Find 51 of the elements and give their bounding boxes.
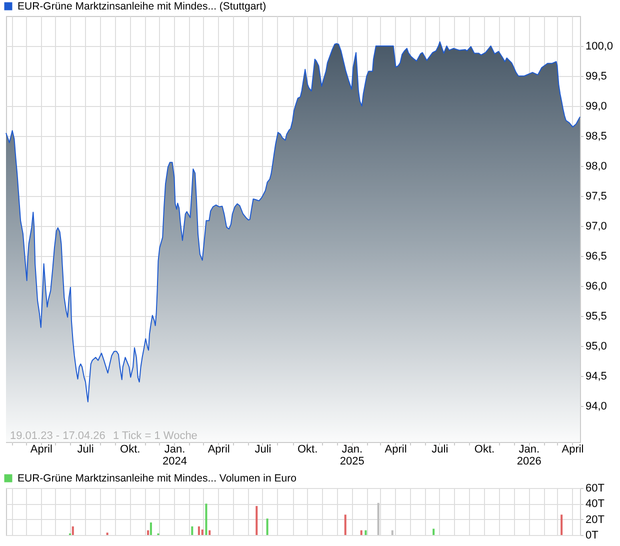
bar <box>560 514 563 535</box>
x-tick-label: Juli <box>77 444 94 456</box>
bar <box>147 530 150 535</box>
bar <box>256 506 258 535</box>
legend-label: EUR-Grüne Marktzinsanleihe mit Mindes... Volumen in Euro <box>18 472 297 484</box>
y-tick-label: 96,0 <box>586 280 607 292</box>
annotation: 19.01.23 - 17.04.26 <box>10 430 106 442</box>
y-tick-label: 98,0 <box>586 160 607 172</box>
y-tick-label: 94,0 <box>586 400 607 412</box>
y-tick-label: 97,0 <box>586 220 607 232</box>
y-tick-label: 98,5 <box>586 130 607 142</box>
bar <box>205 504 208 535</box>
y-tick-label: 60T <box>586 482 605 494</box>
y-tick-label: 94,5 <box>586 370 607 382</box>
bar <box>432 528 435 535</box>
bar <box>344 514 346 535</box>
x-tick-label: Jan. 2025 <box>340 444 364 468</box>
x-tick-label: Okt. <box>474 444 495 456</box>
x-tick-label: April <box>30 444 52 456</box>
y-tick-label: 95,5 <box>586 310 607 322</box>
bar <box>391 530 394 535</box>
bar <box>360 530 362 535</box>
bar <box>377 502 380 535</box>
y-tick-label: 99,0 <box>586 100 607 112</box>
y-tick-label: 96,5 <box>586 250 607 262</box>
y-tick-label: 97,5 <box>586 190 607 202</box>
legend-label: EUR-Grüne Marktzinsanleihe mit Mindes... (Stuttgart) <box>18 0 266 12</box>
bar <box>364 530 367 535</box>
x-tick-label: Juli <box>254 444 272 456</box>
x-tick-label: April <box>208 444 230 456</box>
bar <box>201 530 204 535</box>
bar <box>150 522 152 535</box>
y-tick-label: 99,5 <box>586 70 607 82</box>
bar <box>266 518 268 535</box>
y-tick-label: 0T <box>586 530 599 542</box>
annotation: 1 Tick = 1 Woche <box>112 430 198 442</box>
x-tick-label: Okt. <box>297 444 318 456</box>
bar <box>208 530 211 535</box>
x-tick-label: Okt. <box>120 444 140 456</box>
bar <box>191 526 194 535</box>
x-tick-label: Jan. 2026 <box>516 444 542 468</box>
x-tick-label: Juli <box>432 444 448 456</box>
x-tick-label: April <box>562 444 584 456</box>
bar <box>72 526 74 535</box>
bar <box>198 526 200 535</box>
y-tick-label: 40T <box>586 498 605 510</box>
y-tick-label: 95,0 <box>586 340 607 352</box>
y-tick-label: 20T <box>586 514 605 526</box>
y-tick-label: 100,0 <box>586 40 614 52</box>
x-tick-label: April <box>384 444 407 456</box>
x-tick-label: Jan. 2024 <box>162 444 187 468</box>
